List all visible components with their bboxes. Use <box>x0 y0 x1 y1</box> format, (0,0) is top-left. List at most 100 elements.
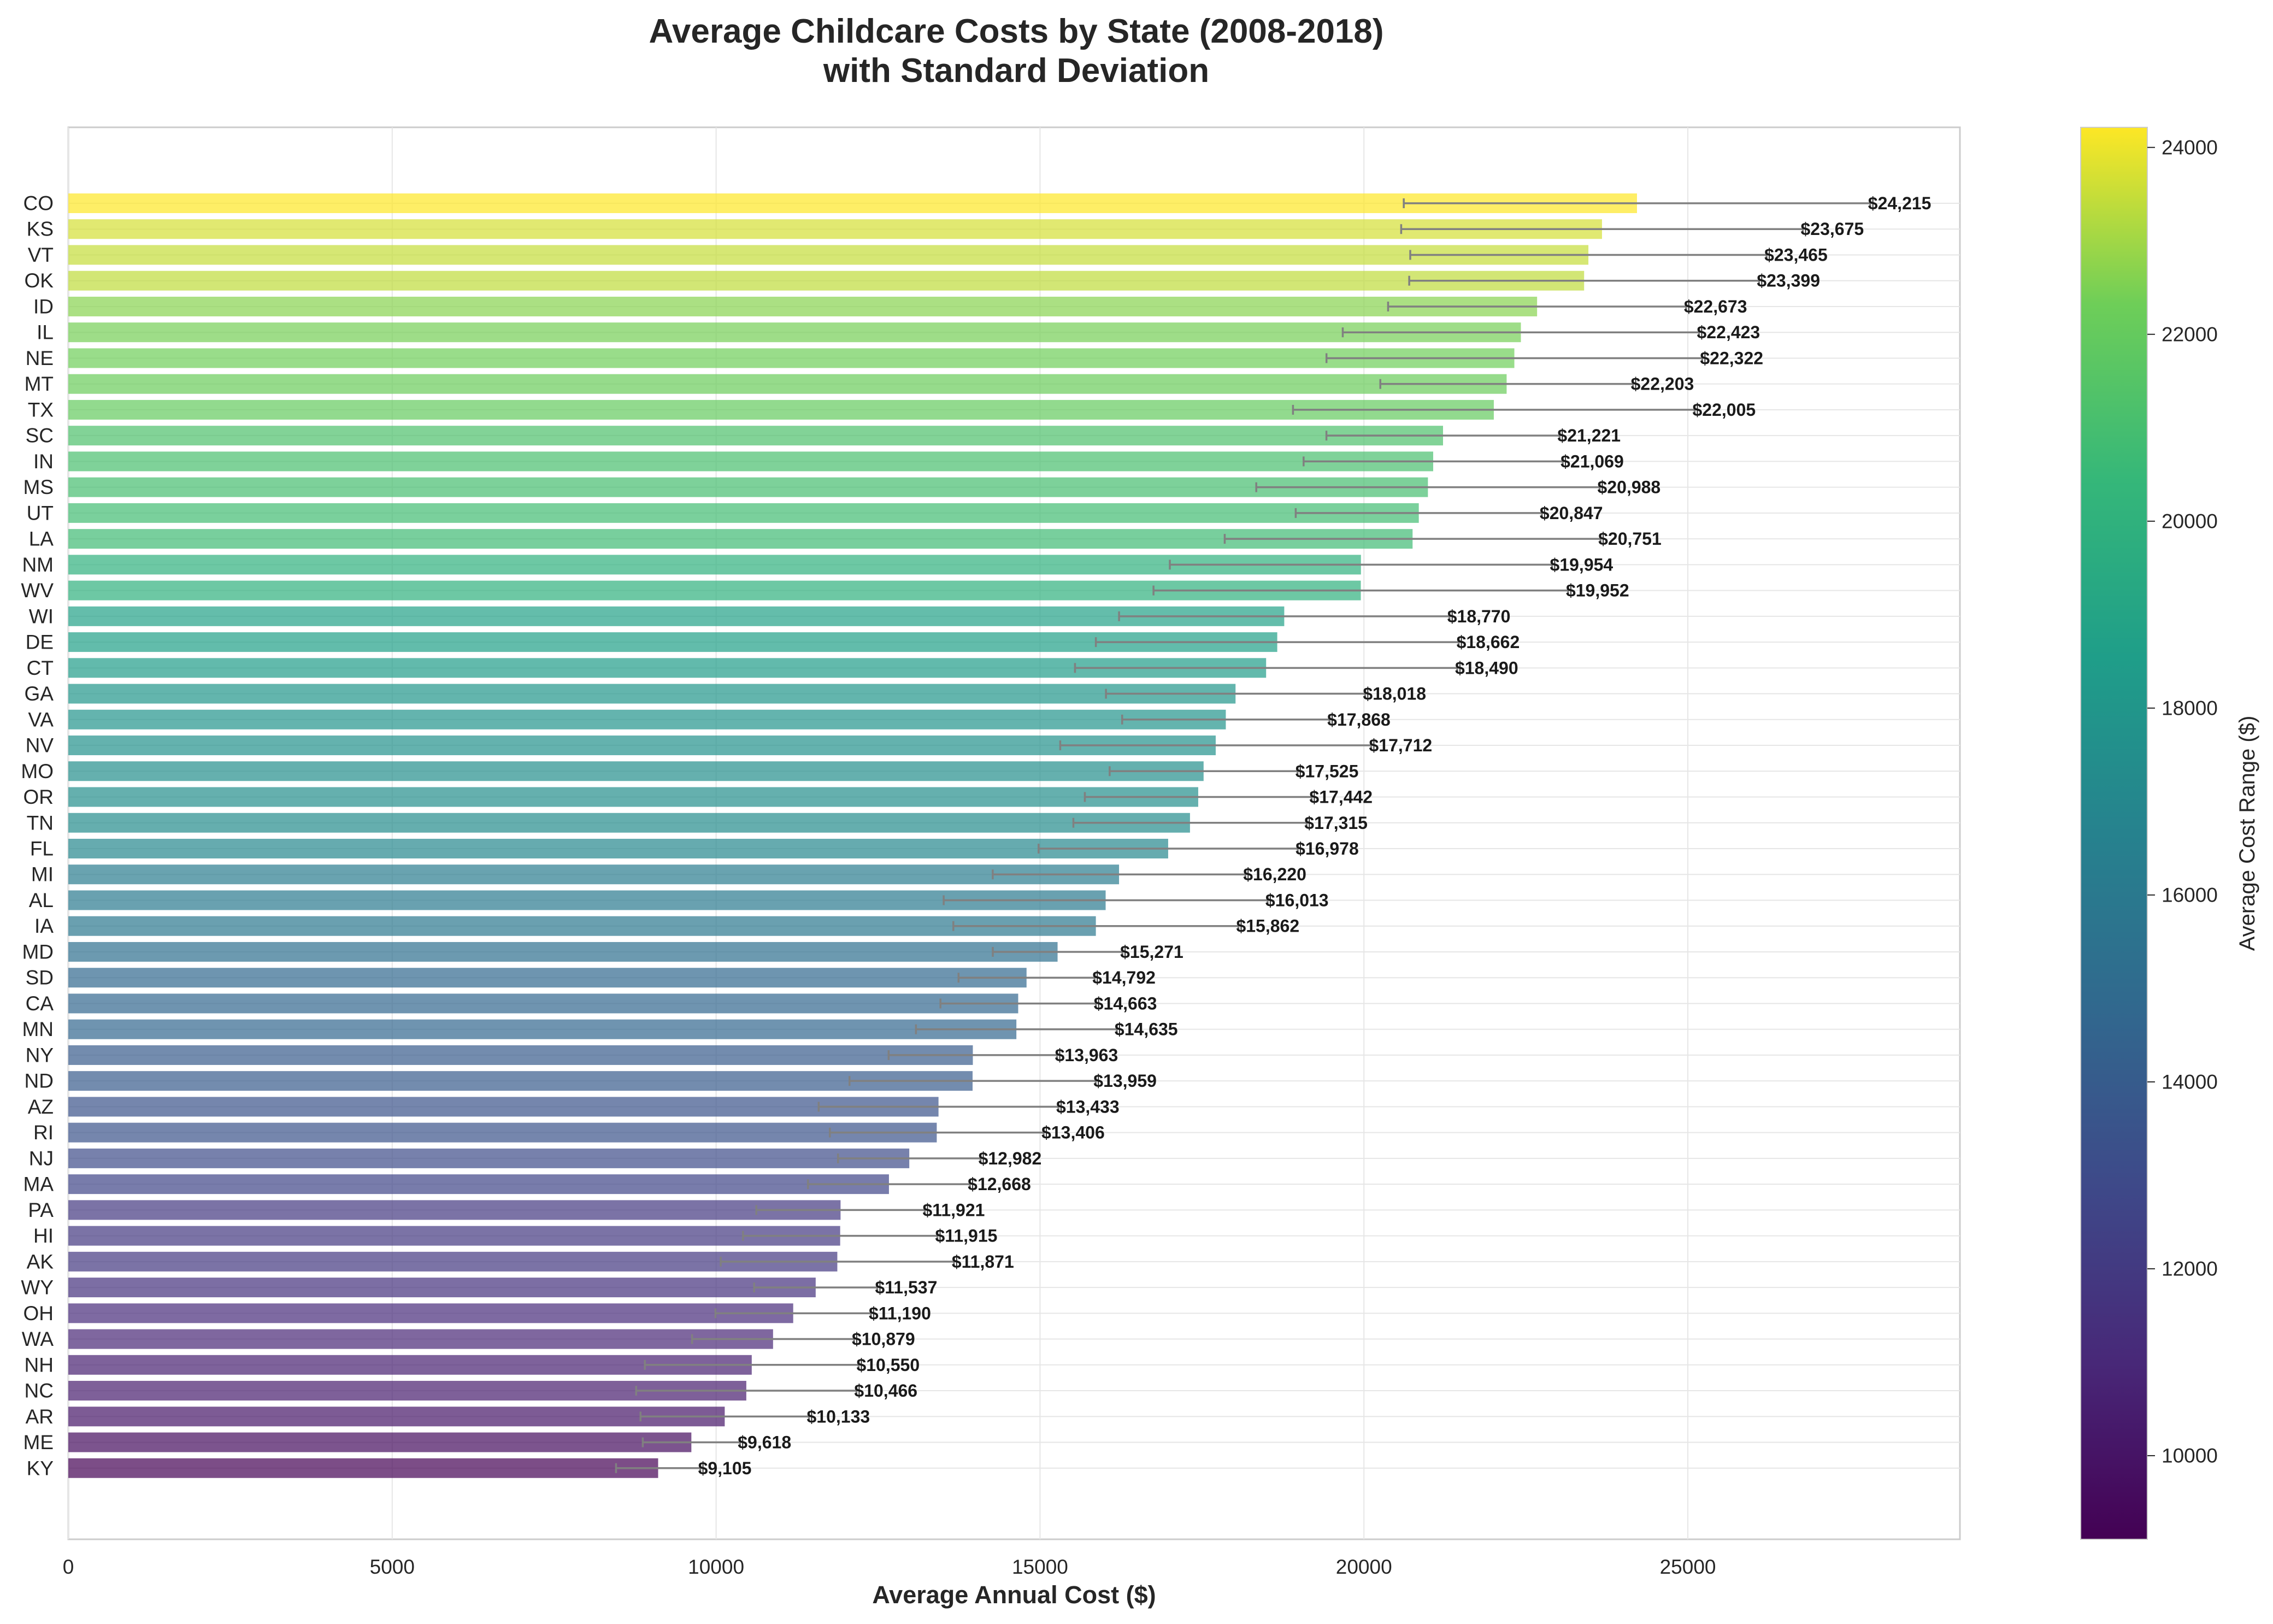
bar-oh <box>68 1303 793 1323</box>
value-label: $24,215 <box>1868 193 1932 213</box>
y-tick-label: NM <box>22 554 54 576</box>
bar-ga <box>68 684 1236 704</box>
bar-ut <box>68 503 1419 523</box>
y-tick-label: MT <box>25 373 54 395</box>
value-label: $19,952 <box>1566 581 1629 601</box>
bar-sd <box>68 968 1027 988</box>
value-label: $11,915 <box>935 1226 998 1246</box>
value-label: $15,271 <box>1120 942 1183 962</box>
value-label: $22,322 <box>1700 348 1763 368</box>
y-tick-label: OH <box>23 1302 54 1325</box>
bar-or <box>68 787 1198 807</box>
bar-tx <box>68 399 1494 420</box>
value-label: $19,954 <box>1550 555 1614 574</box>
value-label: $17,315 <box>1304 813 1368 833</box>
bar-wy <box>68 1278 816 1298</box>
x-axis-label: Average Annual Cost ($) <box>872 1581 1156 1609</box>
x-tick-label: 0 <box>63 1556 74 1578</box>
chart-title-line2: with Standard Deviation <box>823 52 1209 90</box>
value-label: $10,879 <box>852 1329 915 1349</box>
bar-va <box>68 709 1226 729</box>
bar-ca <box>68 993 1018 1014</box>
value-label: $23,399 <box>1757 271 1820 291</box>
colorbar-tick-label: 10000 <box>2162 1444 2218 1467</box>
y-tick-label: PA <box>28 1199 54 1221</box>
value-label: $22,673 <box>1684 297 1747 316</box>
bar-ky <box>68 1458 658 1478</box>
y-tick-label: CO <box>23 192 54 215</box>
y-tick-label: IA <box>34 915 54 937</box>
value-label: $9,618 <box>738 1433 791 1452</box>
colorbar-tick-label: 18000 <box>2162 697 2218 719</box>
bar-tn <box>68 813 1190 833</box>
value-label: $17,712 <box>1369 735 1433 755</box>
bar-nh <box>68 1355 752 1375</box>
bar-mn <box>68 1019 1017 1039</box>
y-tick-label: MI <box>31 863 54 886</box>
y-tick-label: GA <box>25 682 54 705</box>
bar-md <box>68 942 1058 962</box>
colorbar: 10000 12000 14000 16000 18000 20000 22000 24000… <box>2080 127 2259 1540</box>
colorbar-ticks: 10000 12000 14000 16000 18000 20000 22000 24000 <box>2147 136 2218 1467</box>
value-label: $18,490 <box>1455 658 1518 678</box>
bar-vt <box>68 245 1589 265</box>
y-tick-label: AR <box>26 1405 54 1428</box>
colorbar-gradient <box>2080 127 2148 1540</box>
value-label: $20,847 <box>1540 503 1603 523</box>
bar-al <box>68 890 1106 910</box>
bar-fl <box>68 839 1168 858</box>
bar-az <box>68 1097 939 1117</box>
bar-ia <box>68 916 1096 936</box>
y-tick-label: TX <box>28 398 54 421</box>
bar-ne <box>68 348 1515 368</box>
bar-nj <box>68 1148 910 1168</box>
y-tick-label: LA <box>29 528 54 550</box>
value-label: $21,069 <box>1561 451 1624 471</box>
y-tick-label: ID <box>33 295 54 317</box>
value-label: $17,525 <box>1296 761 1359 781</box>
value-label: $14,663 <box>1094 993 1157 1013</box>
y-tick-label: MA <box>23 1173 54 1196</box>
value-label: $23,675 <box>1800 219 1864 239</box>
value-label: $13,963 <box>1055 1045 1118 1065</box>
y-tick-label: MD <box>22 940 54 963</box>
value-label: $21,221 <box>1557 426 1621 445</box>
value-label: $23,465 <box>1764 245 1828 264</box>
value-label: $15,862 <box>1236 916 1299 936</box>
bar-in <box>68 451 1433 472</box>
y-tick-label: NY <box>26 1044 54 1066</box>
x-tick-label: 10000 <box>688 1556 744 1578</box>
y-tick-label: ND <box>25 1070 54 1092</box>
bar-il <box>68 322 1521 343</box>
bar-nc <box>68 1381 746 1401</box>
y-tick-label: RI <box>33 1121 54 1144</box>
value-label: $12,982 <box>979 1149 1042 1168</box>
x-tick-labels: 0 5000 10000 15000 20000 25000 <box>63 1556 1716 1578</box>
value-label: $9,105 <box>698 1458 752 1478</box>
bar-ri <box>68 1122 937 1143</box>
value-label: $13,959 <box>1093 1071 1157 1091</box>
value-label: $18,662 <box>1457 632 1520 652</box>
y-tick-label: AL <box>29 889 54 911</box>
y-tick-label: IN <box>33 450 54 473</box>
y-tick-label: MO <box>21 760 54 782</box>
y-tick-label: DE <box>26 631 54 654</box>
value-label: $10,133 <box>807 1407 870 1426</box>
x-tick-label: 20000 <box>1336 1556 1392 1578</box>
y-tick-label: FL <box>30 838 54 860</box>
bar-wv <box>68 580 1361 601</box>
bar-ks <box>68 219 1602 239</box>
bar-wa <box>68 1329 773 1349</box>
y-tick-label: OK <box>25 269 54 292</box>
y-tick-label: SD <box>26 967 54 989</box>
bar-de <box>68 632 1277 652</box>
value-label: $17,868 <box>1327 710 1391 729</box>
bar-id <box>68 296 1538 316</box>
bar-wi <box>68 606 1285 626</box>
value-label: $11,537 <box>875 1278 937 1297</box>
y-tick-label: NJ <box>29 1147 54 1169</box>
y-tick-label: NH <box>25 1354 54 1376</box>
bar-ny <box>68 1045 973 1065</box>
y-tick-label: CA <box>26 992 54 1015</box>
bar-ma <box>68 1174 889 1195</box>
